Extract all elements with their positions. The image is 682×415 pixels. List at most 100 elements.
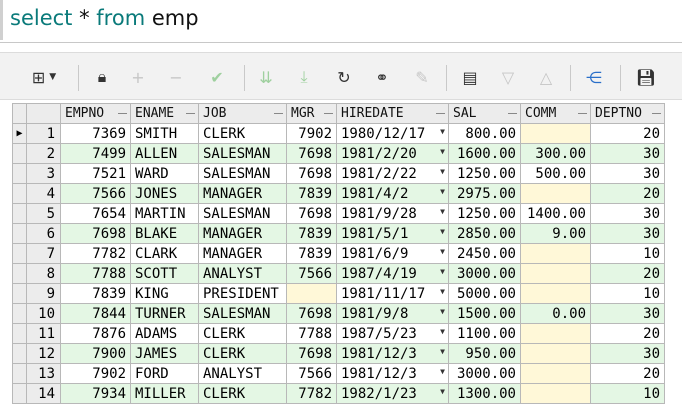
- column-header-comm[interactable]: COMM: [520, 103, 591, 124]
- cell-comm[interactable]: 9.00: [520, 223, 591, 244]
- cell-comm[interactable]: [520, 383, 591, 404]
- date-picker-dropdown-icon[interactable]: ▼: [440, 287, 445, 296]
- cell-ename[interactable]: JONES: [130, 183, 199, 204]
- cell-hiredate[interactable]: 1987/4/19 ▼: [336, 263, 449, 284]
- column-header-sal[interactable]: SAL: [448, 103, 521, 124]
- column-header-ename[interactable]: ENAME: [130, 103, 199, 124]
- cell-comm[interactable]: 500.00: [520, 163, 591, 184]
- date-picker-dropdown-icon[interactable]: ▼: [440, 247, 445, 256]
- cell-job[interactable]: PRESIDENT: [198, 283, 287, 304]
- cell-job[interactable]: SALESMAN: [198, 203, 287, 224]
- column-header-deptno[interactable]: DEPTNO: [590, 103, 665, 124]
- date-picker-dropdown-icon[interactable]: ▼: [440, 307, 445, 316]
- cell-deptno[interactable]: 30: [590, 203, 665, 224]
- cell-deptno[interactable]: 30: [590, 143, 665, 164]
- cell-sal[interactable]: 3000.00: [448, 363, 521, 384]
- cell-empno[interactable]: 7566: [60, 183, 131, 204]
- cell-sal[interactable]: 1100.00: [448, 323, 521, 344]
- cell-empno[interactable]: 7782: [60, 243, 131, 264]
- date-picker-dropdown-icon[interactable]: ▼: [440, 327, 445, 336]
- cell-hiredate[interactable]: 1981/12/3 ▼: [336, 363, 449, 384]
- cell-mgr[interactable]: 7788: [286, 323, 337, 344]
- date-picker-dropdown-icon[interactable]: ▼: [440, 227, 445, 236]
- cell-empno[interactable]: 7844: [60, 303, 131, 324]
- table-row[interactable]: 12 7900 JAMES CLERK 7698 1981/12/3 ▼ 950.00 30: [12, 343, 665, 364]
- cell-hiredate[interactable]: 1981/12/3 ▼: [336, 343, 449, 364]
- cell-job[interactable]: SALESMAN: [198, 303, 287, 324]
- cell-job[interactable]: CLERK: [198, 323, 287, 344]
- cell-empno[interactable]: 7521: [60, 163, 131, 184]
- cell-sal[interactable]: 2450.00: [448, 243, 521, 264]
- cell-ename[interactable]: ADAMS: [130, 323, 199, 344]
- save-button[interactable]: 💾︎: [632, 63, 660, 91]
- cell-comm[interactable]: [520, 283, 591, 304]
- column-header-mgr[interactable]: MGR: [286, 103, 337, 124]
- cell-job[interactable]: ANALYST: [198, 363, 287, 384]
- date-picker-dropdown-icon[interactable]: ▼: [440, 127, 445, 136]
- cell-job[interactable]: MANAGER: [198, 223, 287, 244]
- cell-job[interactable]: MANAGER: [198, 183, 287, 204]
- cell-hiredate[interactable]: 1981/5/1 ▼: [336, 223, 449, 244]
- column-header-job[interactable]: JOB: [198, 103, 287, 124]
- cell-empno[interactable]: 7499: [60, 143, 131, 164]
- cell-sal[interactable]: 5000.00: [448, 283, 521, 304]
- cell-mgr[interactable]: 7698: [286, 343, 337, 364]
- cell-job[interactable]: MANAGER: [198, 243, 287, 264]
- post-changes-button[interactable]: ✔: [203, 63, 231, 91]
- table-row[interactable]: 6 7698 BLAKE MANAGER 7839 1981/5/1 ▼ 2850.00 9.0…: [12, 223, 665, 244]
- lock-button[interactable]: 🔒︎: [88, 63, 116, 91]
- cell-mgr[interactable]: 7698: [286, 203, 337, 224]
- cell-mgr[interactable]: 7902: [286, 123, 337, 144]
- column-header-hiredate[interactable]: HIREDATE: [336, 103, 449, 124]
- cell-comm[interactable]: [520, 323, 591, 344]
- cell-mgr[interactable]: 7566: [286, 363, 337, 384]
- table-row[interactable]: 13 7902 FORD ANALYST 7566 1981/12/3 ▼ 3000.00 20: [12, 363, 665, 384]
- table-row[interactable]: 11 7876 ADAMS CLERK 7788 1987/5/23 ▼ 1100.00 20: [12, 323, 665, 344]
- cell-hiredate[interactable]: 1981/9/28 ▼: [336, 203, 449, 224]
- table-row[interactable]: ▶ 1 7369 SMITH CLERK 7902 1980/12/17 ▼ 800.00 20: [12, 123, 665, 144]
- cell-ename[interactable]: ALLEN: [130, 143, 199, 164]
- cell-ename[interactable]: SMITH: [130, 123, 199, 144]
- cell-mgr[interactable]: 7698: [286, 143, 337, 164]
- cell-hiredate[interactable]: 1981/11/17 ▼: [336, 283, 449, 304]
- delete-record-button[interactable]: −: [162, 63, 190, 91]
- table-row[interactable]: 10 7844 TURNER SALESMAN 7698 1981/9/8 ▼ 1500.00…: [12, 303, 665, 324]
- cell-empno[interactable]: 7902: [60, 363, 131, 384]
- table-row[interactable]: 3 7521 WARD SALESMAN 7698 1981/2/22 ▼ 1250.00 50…: [12, 163, 665, 184]
- sql-editor[interactable]: select * from emp: [0, 0, 682, 40]
- date-picker-dropdown-icon[interactable]: ▼: [440, 367, 445, 376]
- previous-button[interactable]: △: [532, 63, 560, 91]
- cell-job[interactable]: CLERK: [198, 343, 287, 364]
- cell-deptno[interactable]: 20: [590, 263, 665, 284]
- table-row[interactable]: 7 7782 CLARK MANAGER 7839 1981/6/9 ▼ 2450.00 10: [12, 243, 665, 264]
- cell-sal[interactable]: 1250.00: [448, 203, 521, 224]
- next-button[interactable]: ▽: [494, 63, 522, 91]
- cell-empno[interactable]: 7369: [60, 123, 131, 144]
- cell-empno[interactable]: 7788: [60, 263, 131, 284]
- cell-deptno[interactable]: 30: [590, 343, 665, 364]
- cell-deptno[interactable]: 20: [590, 323, 665, 344]
- fetch-next-button[interactable]: ⇊: [252, 63, 280, 91]
- table-row[interactable]: 9 7839 KING PRESIDENT 1981/11/17 ▼ 5000.00 10: [12, 283, 665, 304]
- cell-hiredate[interactable]: 1980/12/17 ▼: [336, 123, 449, 144]
- table-row[interactable]: 2 7499 ALLEN SALESMAN 7698 1981/2/20 ▼ 1600.00 3…: [12, 143, 665, 164]
- cell-comm[interactable]: [520, 263, 591, 284]
- column-header-empno[interactable]: EMPNO: [60, 103, 131, 124]
- export-button[interactable]: ▤: [456, 63, 484, 91]
- date-picker-dropdown-icon[interactable]: ▼: [440, 347, 445, 356]
- date-picker-dropdown-icon[interactable]: ▼: [440, 167, 445, 176]
- cell-mgr[interactable]: 7566: [286, 263, 337, 284]
- date-picker-dropdown-icon[interactable]: ▼: [440, 207, 445, 216]
- cell-comm[interactable]: [520, 183, 591, 204]
- cell-ename[interactable]: FORD: [130, 363, 199, 384]
- cell-hiredate[interactable]: 1981/2/22 ▼: [336, 163, 449, 184]
- cell-ename[interactable]: MILLER: [130, 383, 199, 404]
- cell-ename[interactable]: MARTIN: [130, 203, 199, 224]
- table-row[interactable]: 4 7566 JONES MANAGER 7839 1981/4/2 ▼ 2975.00 20: [12, 183, 665, 204]
- cell-deptno[interactable]: 20: [590, 363, 665, 384]
- cell-deptno[interactable]: 10: [590, 243, 665, 264]
- cell-comm[interactable]: [520, 243, 591, 264]
- cell-comm[interactable]: [520, 123, 591, 144]
- cell-sal[interactable]: 1600.00: [448, 143, 521, 164]
- cell-deptno[interactable]: 30: [590, 223, 665, 244]
